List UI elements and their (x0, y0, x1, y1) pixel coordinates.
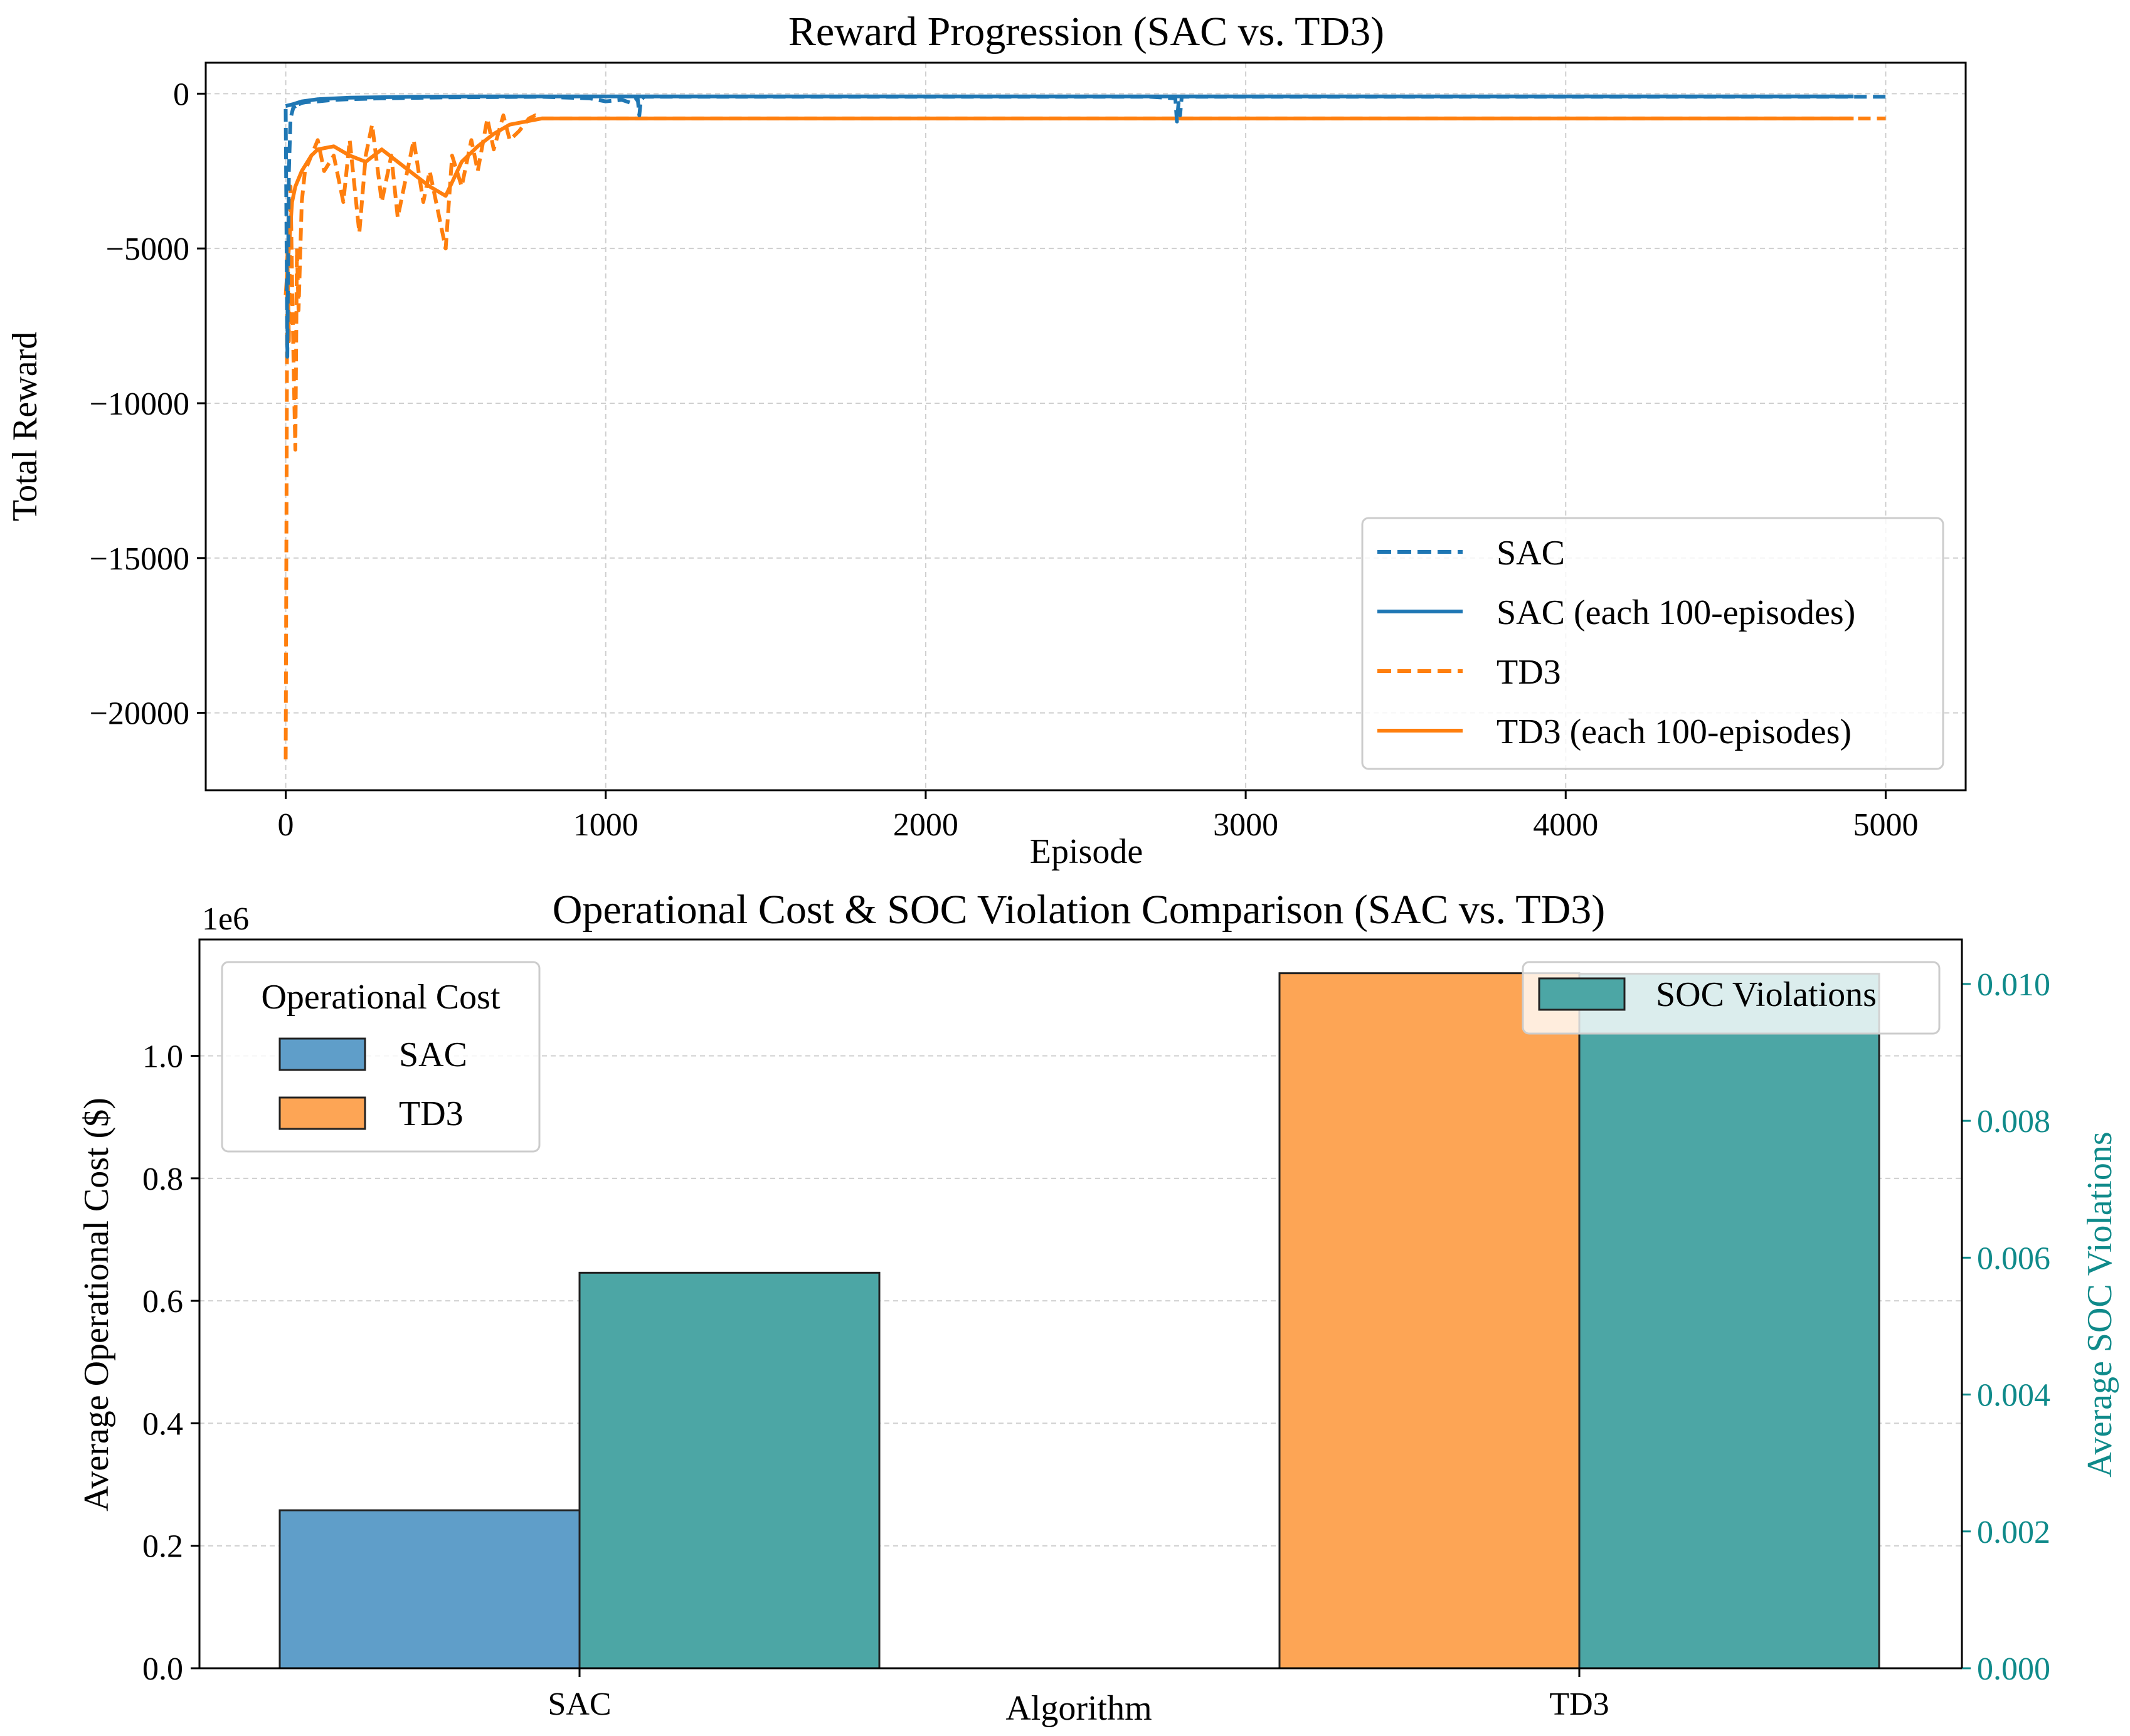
top-chart-title: Reward Progression (SAC vs. TD3) (788, 9, 1384, 55)
top-x-tick-label: 5000 (1853, 807, 1918, 843)
bar-cost-td3 (1278, 972, 1581, 1670)
bottom-y-offset-label: 1e6 (202, 901, 249, 937)
bottom-legend-soc-box (1522, 961, 1941, 1035)
bottom-x-tick-label: TD3 (1549, 1686, 1609, 1722)
bottom-y2-tick-label: 0.010 (1977, 967, 2050, 1003)
bottom-legend-cost: Operational Cost SAC TD3 (221, 961, 541, 1153)
legend-label-sac-cost: SAC (399, 1035, 467, 1074)
legend-swatch-sac-cost (278, 1037, 366, 1071)
top-x-axis-label: Episode (1030, 832, 1143, 871)
top-series-lines (283, 94, 1886, 760)
legend-label-td3: TD3 (1497, 653, 1561, 692)
bottom-y2-tick-label: 0.002 (1977, 1515, 2050, 1550)
top-x-tick-label: 2000 (893, 807, 958, 843)
top-x-tick-label: 1000 (573, 807, 638, 843)
operational-cost-chart: Operational Cost & SOC Violation Compari… (77, 887, 2119, 1728)
bottom-y2-tick-label: 0.008 (1977, 1104, 2050, 1140)
bottom-y2-tick-label: 0.000 (1977, 1651, 2050, 1687)
bottom-chart-title: Operational Cost & SOC Violation Compari… (553, 887, 1605, 933)
bar-soc-sac (578, 1271, 881, 1670)
top-legend: SAC SAC (each 100-episodes) TD3 TD3 (eac… (1361, 517, 1944, 770)
legend-swatch-td3-cost (278, 1096, 366, 1130)
top-y-tick-label: −15000 (90, 541, 189, 577)
bottom-y2-tick-label: 0.004 (1977, 1378, 2050, 1414)
bottom-y-ticks: 0.0 0.2 0.4 0.6 0.8 1.0 (142, 1039, 199, 1687)
top-legend-box (1361, 517, 1944, 770)
top-plot-frame (204, 61, 1967, 791)
bottom-y2-tick-label: 0.006 (1977, 1241, 2050, 1276)
top-x-tick-label: 4000 (1533, 807, 1598, 843)
legend-title-operational-cost: Operational Cost (261, 978, 500, 1017)
bottom-bars (278, 972, 1880, 1670)
bottom-x-tick-label: SAC (548, 1686, 611, 1722)
top-y-ticks: 0 −5000 −10000 −15000 −20000 (90, 77, 206, 732)
bottom-y-tick-label: 0.0 (142, 1651, 183, 1687)
bar-cost-sac (278, 1509, 581, 1670)
legend-label-sac: SAC (1497, 534, 1565, 573)
top-y-tick-label: −5000 (106, 231, 189, 267)
series-line-sac (283, 95, 1886, 359)
legend-swatch-soc (1538, 977, 1626, 1011)
bottom-y2-axis-label: Average SOC Violations (2080, 1131, 2119, 1477)
bottom-y-tick-label: 0.8 (142, 1162, 183, 1197)
bottom-y2-ticks: 0.000 0.002 0.004 0.006 0.008 0.010 (1961, 939, 2050, 1687)
top-x-tick-label: 3000 (1213, 807, 1278, 843)
legend-label-sac-100: SAC (each 100-episodes) (1497, 593, 1855, 632)
bar-soc-td3 (1578, 973, 1880, 1670)
bottom-y-axis-label: Average Operational Cost ($) (77, 1098, 116, 1511)
legend-label-td3-cost: TD3 (399, 1094, 464, 1133)
bottom-x-axis-label: Algorithm (1005, 1689, 1152, 1728)
bottom-x-ticks: SAC TD3 (548, 1668, 1609, 1722)
series-line-td3-each-100-episodes (283, 116, 1854, 295)
top-y-tick-label: −20000 (90, 696, 189, 732)
bottom-legend-soc: SOC Violations (1522, 961, 1941, 1035)
legend-label-soc: SOC Violations (1656, 975, 1877, 1014)
bottom-y-tick-label: 1.0 (142, 1039, 183, 1075)
legend-label-td3-100: TD3 (each 100-episodes) (1497, 712, 1852, 751)
top-x-tick-label: 0 (278, 807, 294, 843)
reward-progression-chart: Reward Progression (SAC vs. TD3) 0 1000 20… (6, 9, 1967, 871)
bottom-y-tick-label: 0.2 (142, 1529, 183, 1565)
top-y-tick-label: 0 (173, 77, 189, 112)
bottom-y-tick-label: 0.4 (142, 1406, 183, 1442)
bottom-y-tick-label: 0.6 (142, 1284, 183, 1320)
top-x-ticks: 0 1000 2000 3000 4000 5000 (278, 790, 1918, 843)
series-line-td3 (283, 113, 1886, 760)
top-y-tick-label: −10000 (90, 386, 189, 422)
top-y-axis-label: Total Reward (6, 332, 45, 521)
